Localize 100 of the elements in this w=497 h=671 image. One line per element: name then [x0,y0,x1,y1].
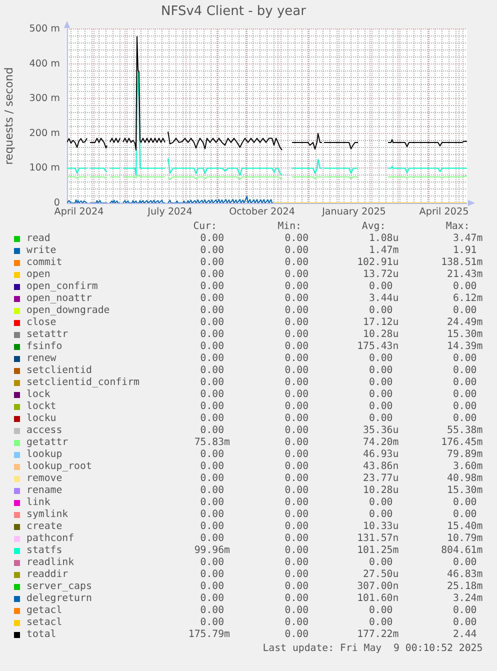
text: 0.00 [284,376,309,389]
text: 0.00 [200,328,224,341]
text: 0.00 [200,292,224,305]
text: 175.79m [188,628,230,641]
text: 102.91u [357,256,399,269]
text: 0.00 [200,244,224,257]
text: 0.00 [200,568,224,581]
legend-label: setclientid [26,364,92,377]
text: 0.00 [368,496,393,509]
text: 138.51m [441,256,483,269]
text: Cur: [193,220,217,233]
legend-label: getattr [26,436,68,449]
text: 24.49m [447,316,483,329]
text: 0.00 [284,592,309,605]
text: 0.00 [284,256,309,269]
text: 0.00 [200,304,224,317]
text: 0.00 [284,292,309,305]
legend-label: statfs [26,544,62,557]
text: 0.00 [284,388,309,401]
text: Avg: [362,220,386,233]
legend-label: close [26,316,56,329]
text: 0.00 [452,388,477,401]
text: 0.00 [284,232,309,245]
text: 177.22m [357,628,399,641]
x-tick-label: January 2025 [321,206,386,218]
text: 0.00 [284,532,309,545]
text: 40.98m [447,472,483,485]
text: 0.00 [368,280,393,293]
text: 0.00 [284,400,309,413]
y-tick-label: 100 m [29,162,60,174]
text: 43.86n [363,460,399,473]
x-tick-label: July 2024 [146,206,192,218]
text: 55.38m [447,424,483,437]
legend-label: read [26,232,50,245]
text: 0.00 [200,460,224,473]
text: 0.00 [284,544,309,557]
legend-label: total [26,628,56,641]
text: 0.00 [200,472,224,485]
text: 10.28u [363,328,399,341]
text: 0.00 [284,484,309,497]
text: 0.00 [200,580,224,593]
text: 0.00 [200,232,224,245]
text: 0.00 [284,496,309,509]
text: 46.83m [447,568,483,581]
text: 0.00 [200,364,224,377]
text: 0.00 [452,304,477,317]
text: 99.96m [194,544,230,557]
text: 0.00 [284,556,309,569]
legend-label: open_downgrade [26,304,110,317]
text: 0.00 [368,376,393,389]
y-tick-label: 200 m [29,128,60,139]
text: 15.30m [447,328,483,341]
legend-label: create [26,520,62,533]
text: 10.33u [363,520,399,533]
text: 0.00 [200,388,224,401]
text: 0.00 [284,280,309,293]
text: Max: [446,220,470,233]
text: 0.00 [284,304,309,317]
text: 804.61m [441,544,483,557]
legend-label: getacl [26,604,62,617]
text: 307.00n [357,580,399,593]
text: 0.00 [284,328,309,341]
x-tick-label: April 2024 [54,206,104,218]
legend-label: server_caps [26,580,92,593]
text: 0.00 [284,568,309,581]
text: 3.60m [452,460,483,473]
text: 0.00 [452,604,477,617]
legend-label: setclientid_confirm [26,376,140,389]
text: 0.00 [368,616,393,629]
text: Last update: Fri May 9 00:10:52 2025 [262,642,483,655]
legend-label: open_confirm [26,280,98,293]
text: 0.00 [200,280,224,293]
text: 0.00 [452,364,477,377]
text: 3.47m [452,232,483,245]
text: 0.00 [200,352,224,365]
legend-label: delegreturn [26,592,92,605]
text: 1.91 [452,244,477,257]
text: 15.30m [447,484,483,497]
legend-label: lockt [26,400,56,413]
legend-label: symlink [26,508,68,521]
legend-label: lock [26,388,50,401]
text: 1.47m [368,244,399,257]
text: 0.00 [200,256,224,269]
text: 0.00 [368,508,393,521]
text: 0.00 [200,424,224,437]
text: 0.00 [200,448,224,461]
chart-title: NFSv4 Client - by year [161,4,307,20]
text: 0.00 [200,496,224,509]
legend-label: fsinfo [26,340,62,353]
text: 0.00 [200,508,224,521]
text: 0.00 [368,352,393,365]
text: 0.00 [284,436,309,449]
text: 0.00 [284,448,309,461]
legend-label: renew [26,352,56,365]
legend-label: write [26,244,56,257]
text: 0.00 [368,388,393,401]
text: 23.77u [363,472,399,485]
legend-label: setattr [26,328,68,341]
text: 0.00 [284,508,309,521]
text: 0.00 [200,340,224,353]
